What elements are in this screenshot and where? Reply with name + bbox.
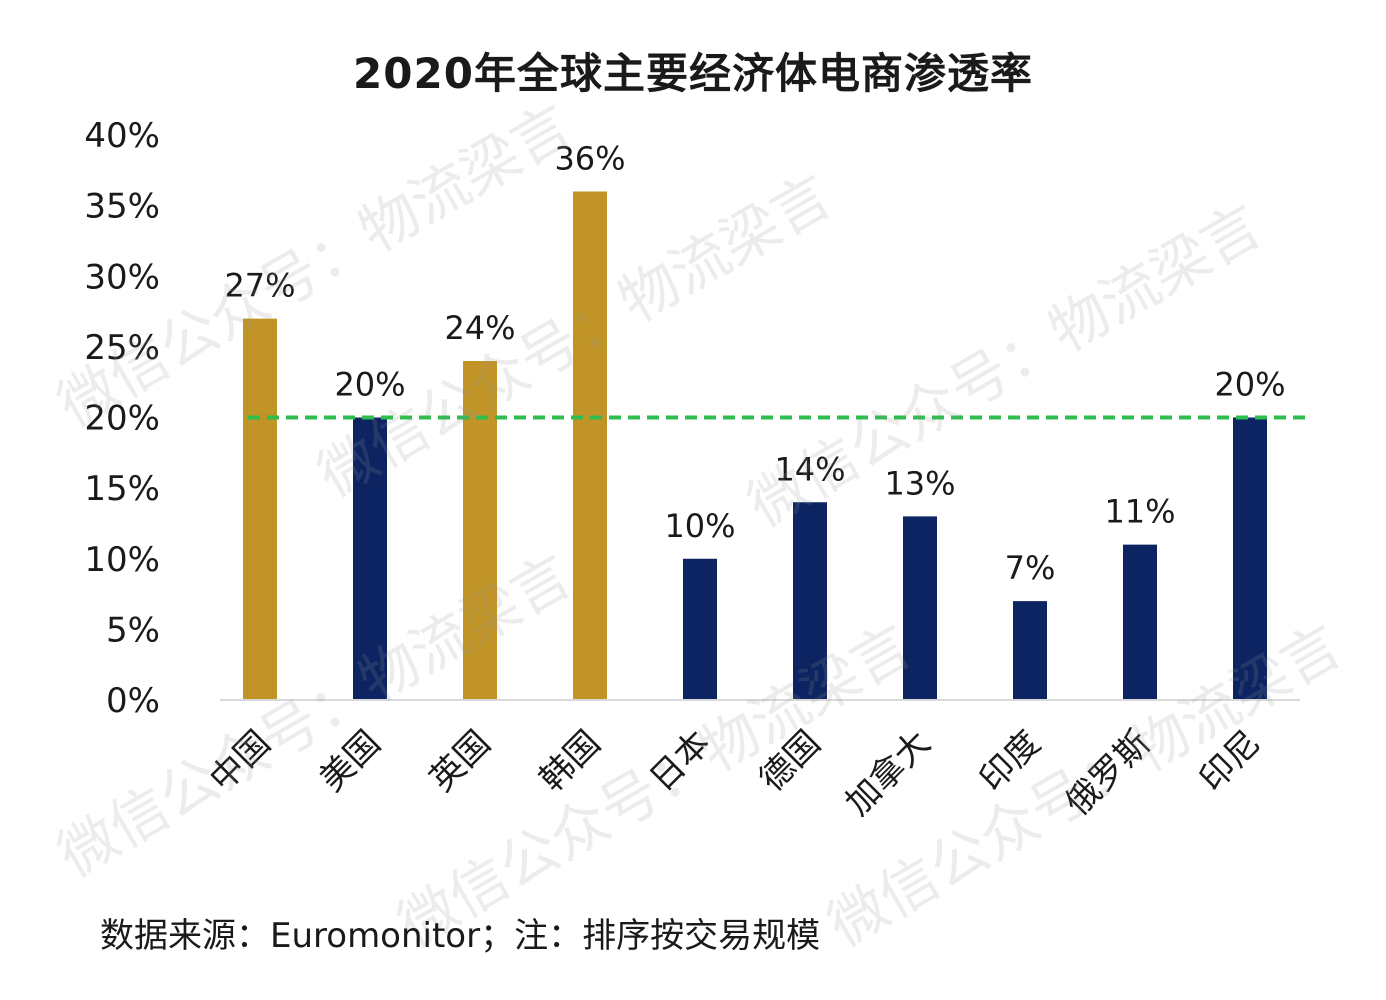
y-tick-label: 5% [106,610,160,650]
bar-4 [683,558,717,700]
data-label: 27% [224,267,295,305]
data-label: 20% [334,366,405,404]
bar-6 [903,516,937,700]
y-tick-label: 35% [84,187,160,227]
x-axis: 中国 美国 英国 韩国 日本 德国 加拿大 印度 俄罗斯 印尼 [202,723,1268,823]
x-tick-label: 韩国 [532,723,608,799]
data-label: 36% [554,140,625,178]
y-tick-label: 40% [84,116,160,156]
bar-0 [243,318,277,700]
y-tick-label: 10% [84,540,160,580]
y-tick-label: 30% [84,257,160,297]
x-tick-label: 英国 [422,723,498,799]
chart-title: 2020年全球主要经济体电商渗透率 [353,49,1033,98]
data-label: 11% [1104,493,1175,531]
data-label: 13% [884,464,955,502]
bar-8 [1123,544,1157,700]
data-labels-group: 27% 20% 24% 36% 10% 14% 13% 7% 11% 20% [224,140,1285,588]
x-tick-label: 日本 [642,723,718,799]
x-tick-label: 俄罗斯 [1058,723,1158,823]
y-tick-label: 15% [84,469,160,509]
bar-5 [793,502,827,700]
x-tick-label: 印尼 [1192,723,1268,799]
source-note: 数据来源：Euromonitor；注：排序按交易规模 [100,916,821,956]
data-label: 7% [1005,549,1056,587]
bar-7 [1013,601,1047,700]
y-tick-label: 20% [84,399,160,439]
data-label: 20% [1214,366,1285,404]
data-label: 10% [664,507,735,545]
data-label: 24% [444,309,515,347]
y-tick-label: 25% [84,328,160,368]
x-tick-label: 德国 [752,723,828,799]
bars-group [243,191,1267,700]
x-tick-label: 印度 [972,723,1048,799]
bar-2 [463,361,497,700]
y-axis: 0% 5% 10% 15% 20% 25% 30% 35% 40% [84,116,160,721]
x-tick-label: 加拿大 [838,723,938,823]
y-tick-label: 0% [106,681,160,721]
bar-9 [1233,417,1267,700]
data-label: 14% [774,450,845,488]
x-tick-label: 中国 [202,723,278,799]
x-tick-label: 美国 [312,723,388,799]
bar-1 [353,417,387,700]
bar-3 [573,191,607,700]
